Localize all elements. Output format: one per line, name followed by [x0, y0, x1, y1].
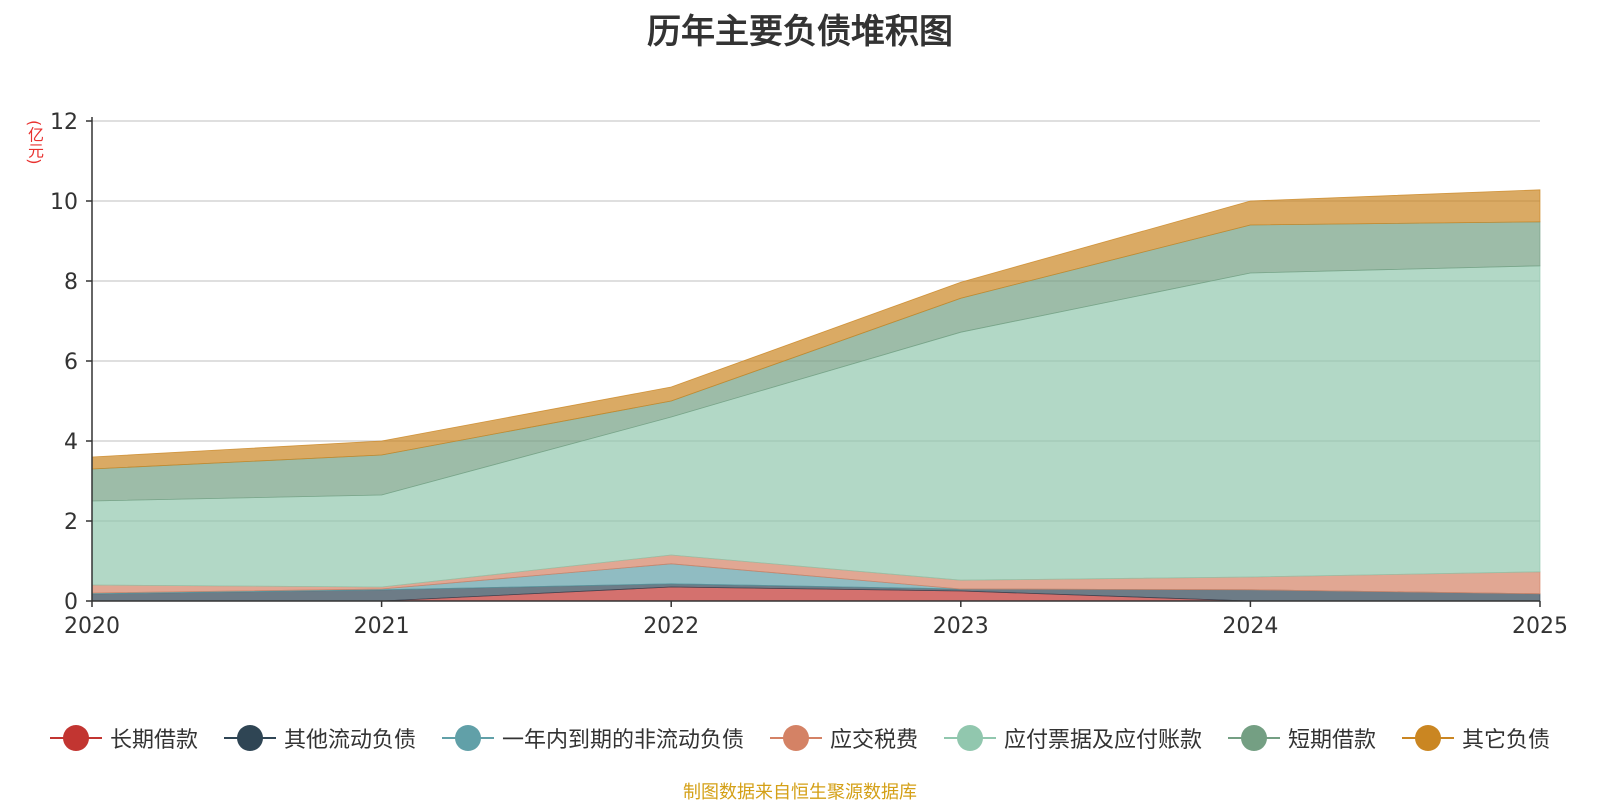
- legend-item[interactable]: 一年内到期的非流动负债: [441, 722, 744, 754]
- legend-item[interactable]: 长期借款: [49, 722, 198, 754]
- y-axis-unit-label: (亿元): [25, 120, 44, 165]
- legend-item[interactable]: 短期借款: [1228, 722, 1376, 754]
- legend-dot: [454, 725, 481, 751]
- legend-marker-icon: [769, 725, 822, 751]
- legend-marker-icon: [223, 725, 276, 751]
- x-tick-label: 2024: [1222, 614, 1278, 639]
- legend-marker-icon: [1402, 725, 1455, 751]
- x-tick-label: 2023: [933, 614, 989, 639]
- y-tick-label: 8: [64, 270, 78, 295]
- legend-dot: [62, 725, 89, 751]
- legend-label: 长期借款: [109, 728, 198, 753]
- legend-item[interactable]: 其它负债: [1402, 722, 1550, 754]
- legend: 长期借款 其他流动负债 一年内到期的非流动负债 应交税费 应付票据及应付账款 短期借款 其它…: [0, 718, 1600, 758]
- legend-dot: [1241, 725, 1268, 751]
- legend-label: 一年内到期的非流动负债: [501, 728, 744, 753]
- area-series-4: [91, 265, 1541, 588]
- legend-dot: [782, 725, 809, 751]
- y-tick-label: 6: [64, 350, 78, 375]
- legend-label: 其它负债: [1462, 728, 1551, 753]
- legend-label: 短期借款: [1288, 728, 1377, 753]
- legend-item[interactable]: 应交税费: [769, 722, 918, 754]
- y-tick-label: 2: [64, 510, 78, 535]
- y-tick-label: 0: [64, 590, 78, 615]
- y-tick-label: 12: [50, 110, 78, 135]
- area-series: [91, 189, 1541, 602]
- y-tick-label: 4: [64, 430, 78, 455]
- x-tick-label: 2022: [643, 614, 699, 639]
- legend-label: 其他流动负债: [283, 728, 416, 753]
- legend-label: 应交税费: [829, 728, 918, 753]
- x-tick-label: 2021: [354, 614, 410, 639]
- chart-title: 历年主要负债堆积图: [647, 12, 953, 52]
- legend-label: 应付票据及应付账款: [1004, 728, 1203, 753]
- x-tick-label: 2025: [1512, 614, 1568, 639]
- y-tick-label: 10: [50, 190, 78, 215]
- legend-dot: [236, 725, 263, 751]
- legend-dot: [957, 725, 983, 751]
- x-tick-label: 2020: [64, 614, 120, 639]
- data-source-note: 制图数据来自恒生聚源数据库: [683, 782, 917, 803]
- legend-dot: [1415, 725, 1442, 751]
- area-series-6: [91, 189, 1541, 470]
- axes: 0 2 4 6 8 10 12 2020 2021 2022 2023 2024 2025: [50, 110, 1568, 639]
- legend-marker-icon: [441, 725, 494, 751]
- legend-marker-icon: [944, 725, 996, 751]
- legend-item[interactable]: 应付票据及应付账款: [944, 722, 1202, 754]
- legend-marker-icon: [1228, 725, 1281, 751]
- legend-marker-icon: [49, 725, 102, 751]
- legend-item[interactable]: 其他流动负债: [223, 722, 416, 754]
